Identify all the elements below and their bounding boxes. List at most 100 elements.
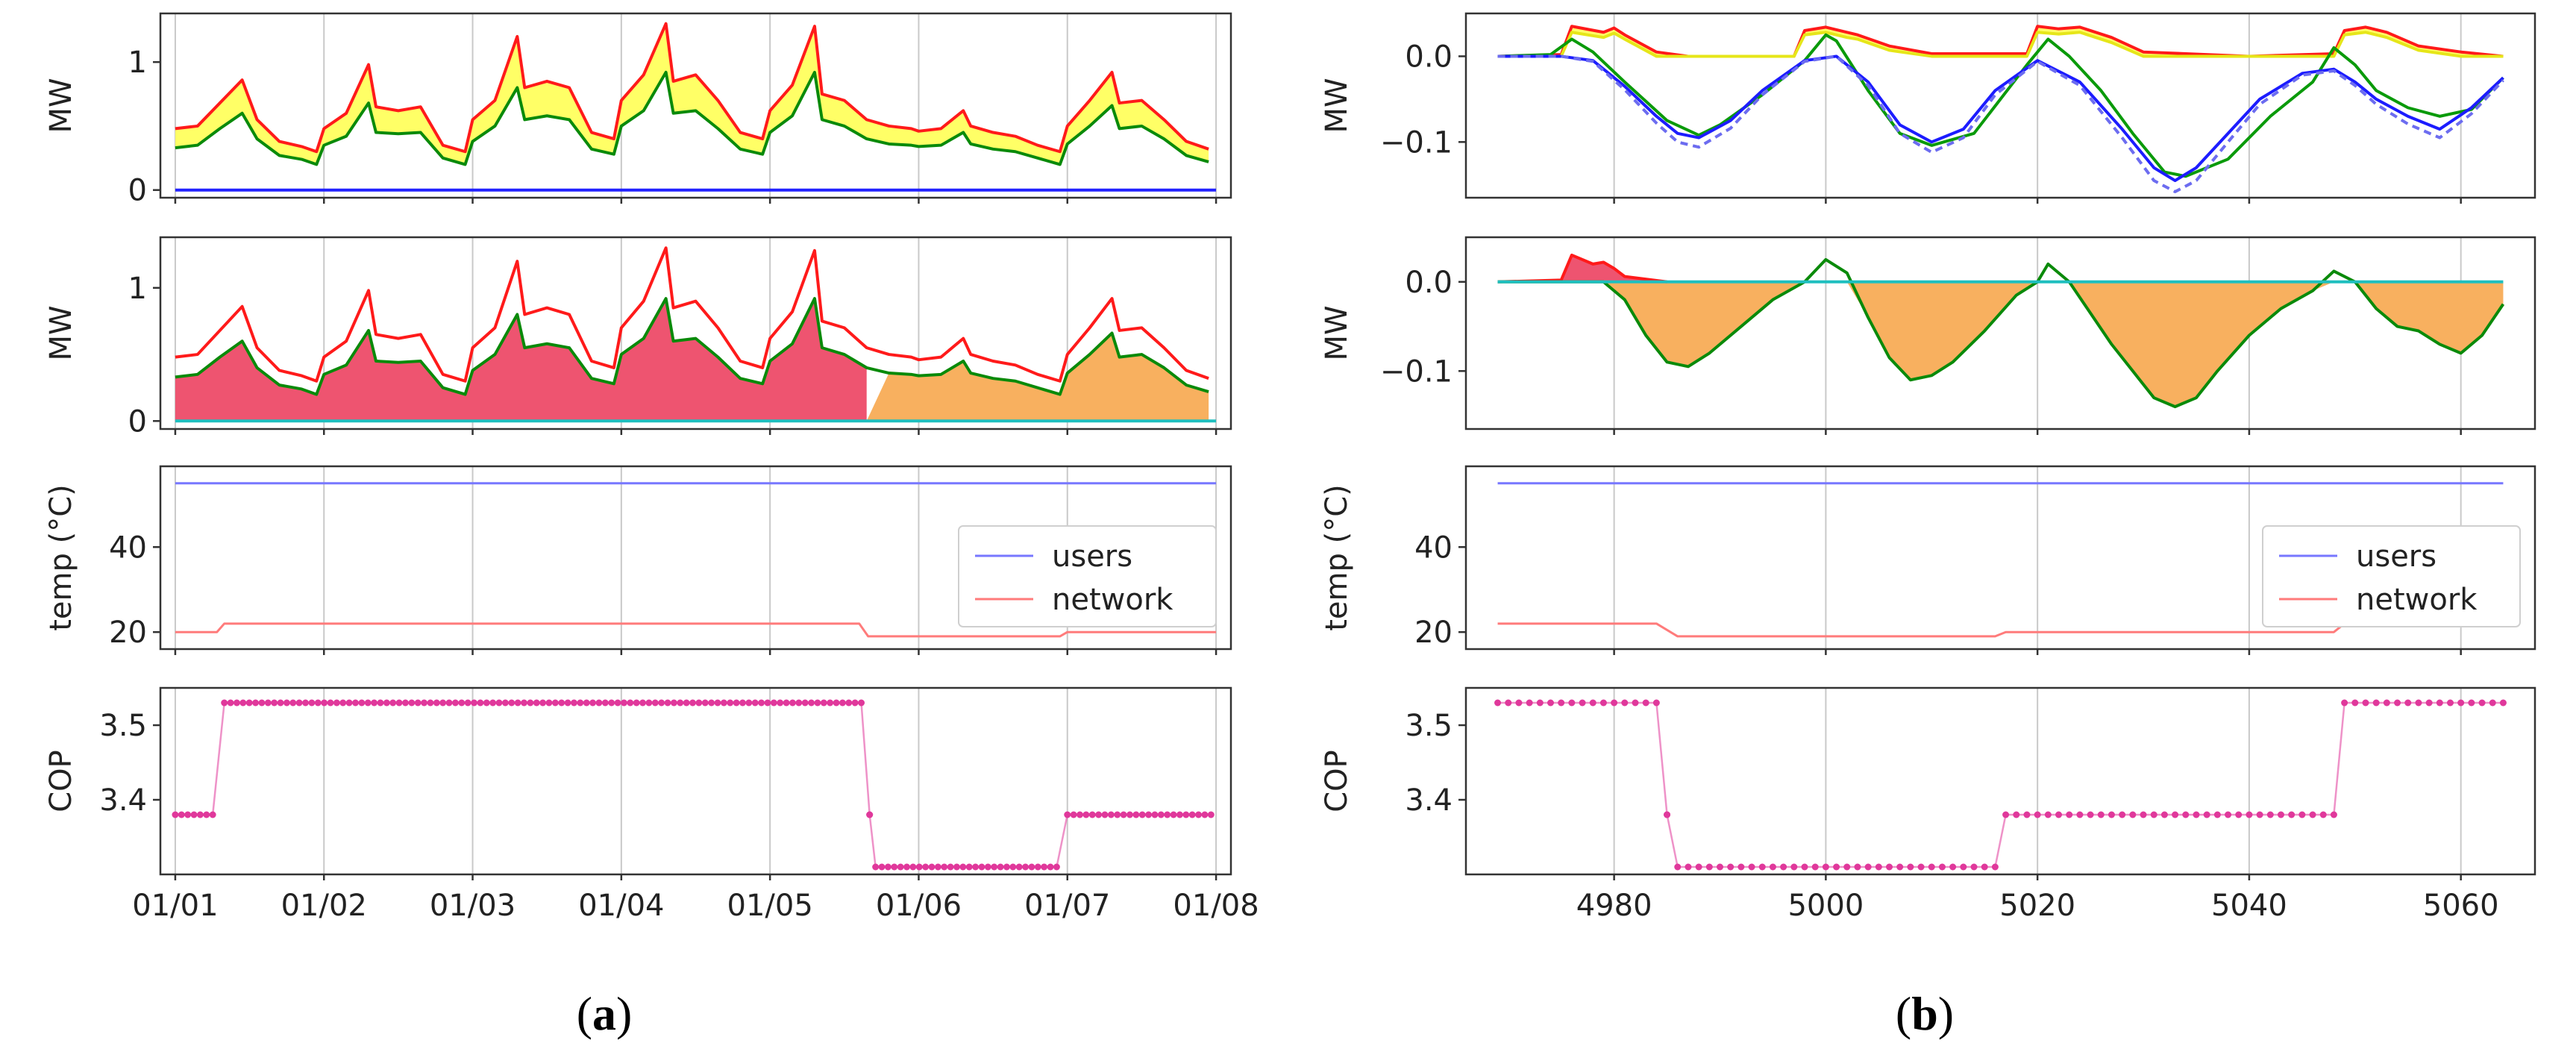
series-line-yellow bbox=[1497, 31, 2504, 58]
cop-point bbox=[2150, 811, 2157, 818]
cop-point bbox=[2246, 811, 2253, 818]
cop-point bbox=[733, 699, 740, 707]
series-line-lower-green- bbox=[175, 70, 1209, 166]
legend-label: users bbox=[1052, 539, 1132, 574]
y-tick-label: 3.4 bbox=[99, 783, 147, 818]
axes-frame bbox=[159, 686, 1232, 876]
cop-point bbox=[903, 863, 911, 871]
cop-point bbox=[1088, 811, 1096, 818]
cop-point bbox=[2235, 811, 2243, 818]
cop-point bbox=[2108, 811, 2115, 818]
cop-point bbox=[1126, 811, 1133, 818]
cop-point bbox=[947, 863, 954, 871]
cop-point bbox=[878, 863, 886, 871]
cop-point bbox=[1769, 863, 1776, 871]
cop-point bbox=[421, 699, 428, 707]
series-line-green bbox=[1497, 257, 2505, 409]
cop-point bbox=[583, 699, 590, 707]
cop-point bbox=[1970, 863, 1978, 871]
cop-point bbox=[1896, 863, 1904, 871]
cop-point bbox=[172, 811, 179, 818]
cop-point bbox=[2425, 699, 2433, 707]
cop-point bbox=[2277, 811, 2284, 818]
cop-point bbox=[1811, 863, 1819, 871]
cop-point bbox=[327, 699, 334, 707]
cop-point bbox=[934, 863, 941, 871]
cop-line bbox=[1497, 701, 2504, 868]
cop-point bbox=[991, 863, 998, 871]
y-axis-label: temp (°C) bbox=[44, 484, 78, 631]
cop-point bbox=[564, 699, 571, 707]
cop-point bbox=[2330, 811, 2337, 818]
legend-label: network bbox=[2356, 583, 2478, 617]
cop-point bbox=[739, 699, 746, 707]
cop-point bbox=[2160, 811, 2168, 818]
cop-point bbox=[897, 863, 904, 871]
x-tick-label: 01/07 bbox=[1024, 889, 1110, 923]
cop-point bbox=[2213, 811, 2221, 818]
cop-point bbox=[872, 863, 880, 871]
cop-point bbox=[1907, 863, 1914, 871]
cop-point bbox=[1949, 863, 1957, 871]
cop-point bbox=[1009, 863, 1017, 871]
cop-point bbox=[1195, 811, 1203, 818]
cop-point bbox=[439, 699, 447, 707]
cop-point bbox=[620, 699, 627, 707]
cop-point bbox=[1082, 811, 1090, 818]
cop-point bbox=[1854, 863, 1861, 871]
cop-point bbox=[758, 699, 765, 707]
cop-line bbox=[175, 701, 1212, 868]
cop-point bbox=[2087, 811, 2094, 818]
cop-point bbox=[2129, 811, 2137, 818]
cop-point bbox=[1727, 863, 1734, 871]
cop-point bbox=[1685, 863, 1692, 871]
cop-point bbox=[884, 863, 891, 871]
series-line-upper-red- bbox=[175, 22, 1209, 154]
cop-point bbox=[364, 699, 372, 707]
cop-point bbox=[1938, 863, 1946, 871]
cop-point bbox=[1170, 811, 1177, 818]
cop-point bbox=[295, 699, 303, 707]
cop-point bbox=[997, 863, 1004, 871]
x-tick-label: 5060 bbox=[2423, 889, 2499, 923]
cop-point bbox=[258, 699, 266, 707]
cop-point bbox=[2298, 811, 2306, 818]
cop-point bbox=[808, 699, 815, 707]
cop-point bbox=[2034, 811, 2041, 818]
y-axis-label: COP bbox=[44, 750, 78, 812]
subplot-b1: 0.0 −0.1 MW bbox=[1320, 12, 2536, 204]
cop-point bbox=[1207, 811, 1215, 818]
y-tick-label: 1 bbox=[128, 46, 147, 80]
cop-point bbox=[783, 699, 790, 707]
cop-point bbox=[1875, 863, 1882, 871]
x-tick-label: 01/08 bbox=[1173, 889, 1259, 923]
cop-point bbox=[953, 863, 960, 871]
axes-frame bbox=[159, 12, 1232, 199]
cop-point bbox=[2076, 811, 2084, 818]
y-tick-label: 0 bbox=[128, 404, 147, 439]
cop-point bbox=[2182, 811, 2190, 818]
cop-point bbox=[695, 699, 703, 707]
cop-point bbox=[570, 699, 577, 707]
x-tick-label: 5040 bbox=[2211, 889, 2287, 923]
cop-point bbox=[1176, 811, 1183, 818]
cop-point bbox=[308, 699, 316, 707]
y-tick-label: 0.0 bbox=[1405, 266, 1452, 300]
cop-point bbox=[501, 699, 509, 707]
cop-point bbox=[595, 699, 603, 707]
x-tick-label: 01/01 bbox=[132, 889, 218, 923]
y-tick-label: 0 bbox=[128, 174, 147, 208]
series-line-green bbox=[1497, 33, 2504, 178]
x-tick-label: 01/05 bbox=[727, 889, 813, 923]
cop-point bbox=[1790, 863, 1798, 871]
cop-point bbox=[471, 699, 478, 707]
cop-point bbox=[689, 699, 697, 707]
cop-point bbox=[795, 699, 803, 707]
cop-point bbox=[203, 811, 210, 818]
y-tick-label: −0.1 bbox=[1380, 354, 1452, 389]
legend: users network bbox=[958, 525, 1217, 627]
cop-point bbox=[483, 699, 490, 707]
cop-point bbox=[714, 699, 721, 707]
subplot-a4: 3.4 3.5 COP 01/01 01/02 01/03 01/04 01/05 01/06 0… bbox=[44, 686, 1259, 923]
cop-point bbox=[458, 699, 466, 707]
